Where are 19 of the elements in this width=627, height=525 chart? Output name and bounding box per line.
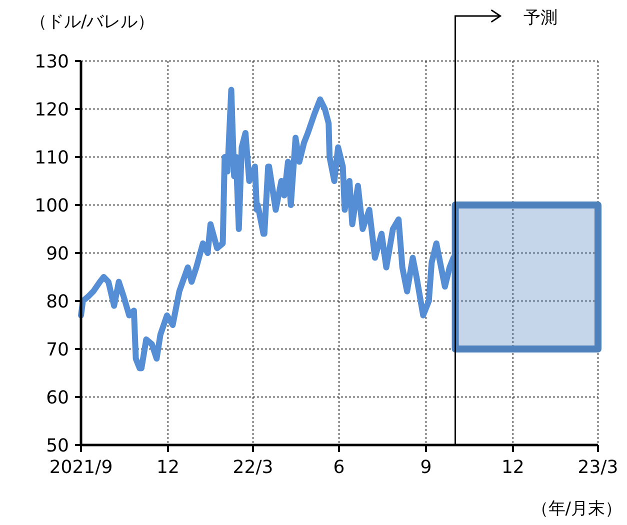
x-tick-label: 22/3	[232, 457, 274, 478]
y-tick-label: 100	[34, 195, 69, 216]
x-tick-label: 12	[156, 457, 180, 478]
y-tick-label: 120	[34, 99, 69, 120]
x-tick-label: 2021/9	[49, 457, 113, 478]
y-tick-label: 50	[46, 435, 69, 456]
x-axis-title: （年/月末）	[531, 499, 622, 519]
y-tick-label: 80	[46, 291, 69, 312]
y-tick-label: 130	[34, 51, 69, 72]
y-tick-label: 60	[46, 387, 69, 408]
y-axis-title: （ドル/バレル）	[30, 12, 155, 32]
y-tick-label: 70	[46, 339, 69, 360]
y-tick-label: 110	[34, 147, 69, 168]
x-tick-label: 23/3	[578, 457, 618, 478]
x-tick-label: 6	[333, 457, 345, 478]
y-tick-label: 90	[46, 243, 69, 264]
x-tick-label: 12	[501, 457, 524, 478]
ref-line-label: 予測	[523, 8, 558, 28]
x-tick-label: 9	[420, 457, 432, 478]
